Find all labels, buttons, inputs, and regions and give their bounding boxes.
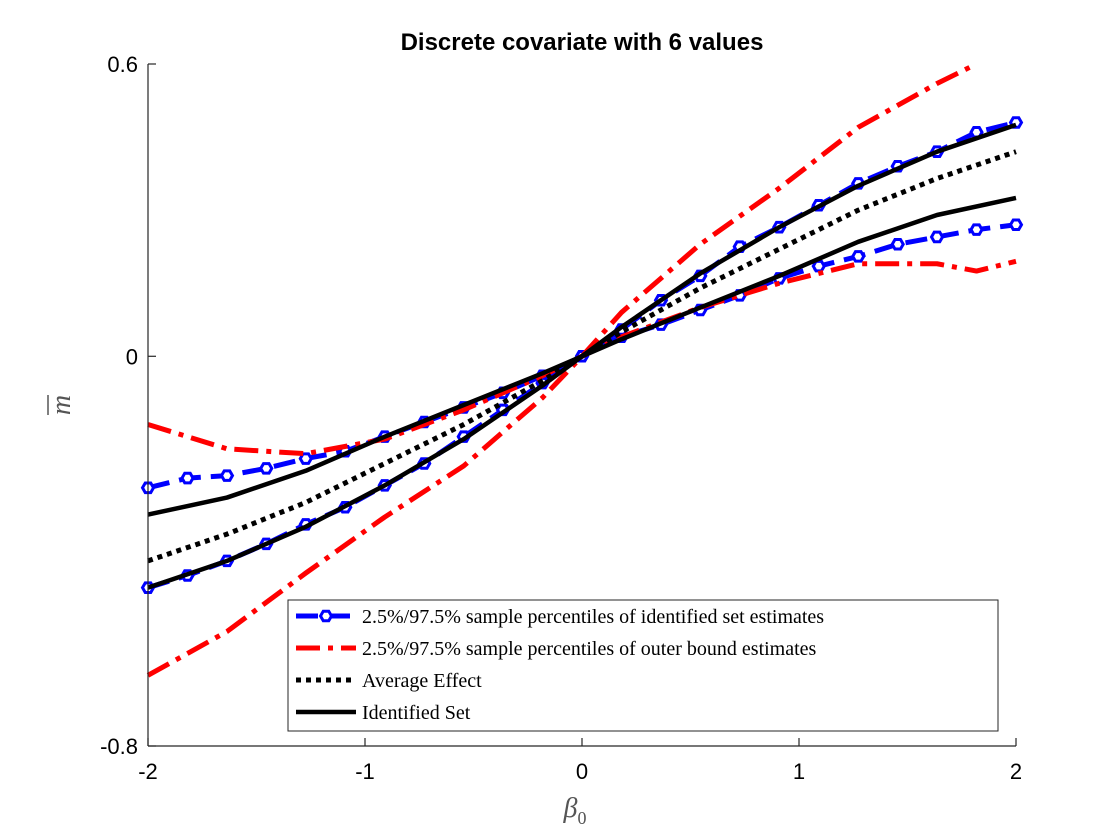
series-line-outer-upper xyxy=(147,258,1017,457)
legend-label: Average Effect xyxy=(362,670,482,692)
series-point-identified-upper xyxy=(180,471,195,485)
x-axis-label-main: β xyxy=(563,793,578,824)
y-tick-label: 0.6 xyxy=(107,52,138,77)
series-point-identified-upper xyxy=(969,223,984,236)
legend-entry-outer-upper: 2.5%/97.5% sample percentiles of outer b… xyxy=(296,638,817,660)
x-axis-label-sub: 0 xyxy=(577,808,586,828)
y-tick-label: -0.8 xyxy=(100,734,138,759)
series-layer xyxy=(140,61,1024,678)
x-axis-label: β0 xyxy=(563,793,587,828)
chart-title: Discrete covariate with 6 values xyxy=(401,29,764,56)
legend: 2.5%/97.5% sample percentiles of identif… xyxy=(287,599,999,732)
series-line-identified-set-lower xyxy=(147,122,1017,590)
series-outer-upper xyxy=(147,258,1017,457)
legend-entry-average-effect: Average Effect xyxy=(296,670,482,692)
x-ticks: -2 -1 0 1 2 xyxy=(138,738,1022,784)
y-ticks: -0.8 0 0.6 xyxy=(100,52,156,759)
legend-label: 2.5%/97.5% sample percentiles of outer b… xyxy=(362,638,817,660)
series-point-identified-upper xyxy=(219,469,235,482)
legend-marker xyxy=(318,609,334,623)
x-tick-label: 2 xyxy=(1010,759,1022,784)
legend-entry-identified-set-upper: Identified Set xyxy=(296,702,471,724)
y-tick-label: 0 xyxy=(126,344,138,369)
series-point-identified-upper xyxy=(298,452,313,465)
y-axis-label-text: m xyxy=(46,395,77,415)
svg-text:β0: β0 xyxy=(563,793,587,828)
series-point-identified-upper xyxy=(929,230,945,244)
legend-label: 2.5%/97.5% sample percentiles of identif… xyxy=(362,606,824,628)
series-point-identified-upper xyxy=(259,462,274,475)
series-point-identified-upper xyxy=(1008,218,1024,232)
x-tick-label: -2 xyxy=(138,759,158,784)
series-point-identified-upper xyxy=(851,250,866,263)
x-tick-label: 1 xyxy=(793,759,805,784)
series-point-identified-upper xyxy=(890,237,905,251)
x-tick-label: -1 xyxy=(355,759,375,784)
legend-box xyxy=(287,599,999,732)
legend-entry-identified-upper: 2.5%/97.5% sample percentiles of identif… xyxy=(296,606,824,628)
y-axis-label: m xyxy=(46,395,77,415)
x-tick-label: 0 xyxy=(576,759,588,784)
series-identified-set-lower xyxy=(147,122,1017,590)
legend-label: Identified Set xyxy=(362,702,471,724)
